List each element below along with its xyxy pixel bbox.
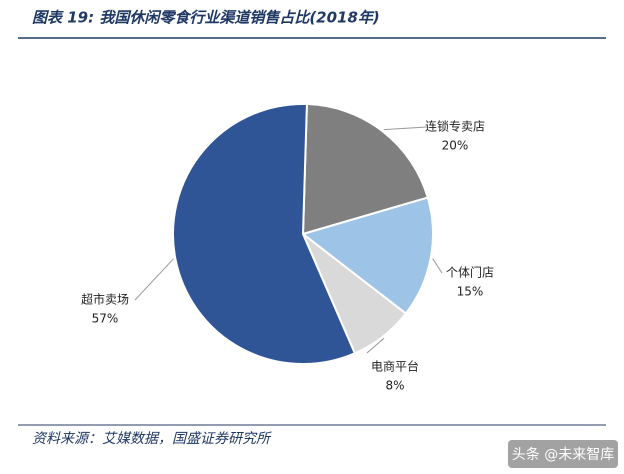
- slice-label: 超市卖场: [81, 292, 129, 307]
- pie-slice: [300, 196, 434, 315]
- leader-line: [366, 337, 385, 354]
- slice-value: 57%: [92, 312, 119, 326]
- slice-value: 8%: [385, 379, 404, 393]
- slice-label: 个体门店: [446, 265, 494, 280]
- leader-line: [432, 258, 443, 274]
- watermark-bg: [508, 440, 618, 468]
- source: 资料来源：艾媒数据，国盛证券研究所: [32, 431, 272, 447]
- slice-label: 电商平台: [371, 359, 419, 374]
- pie-slice: [301, 103, 430, 236]
- slice-value: 15%: [457, 285, 484, 299]
- pie-slice: [172, 103, 357, 365]
- leader-line: [383, 126, 428, 131]
- slice-value: 20%: [442, 139, 469, 153]
- leader-line: [134, 258, 174, 301]
- chart-title: 图表 19: 我国休闲零食行业渠道销售占比(2018年): [32, 9, 380, 27]
- watermark: 头条 @未来智库: [512, 446, 614, 463]
- slice-label: 连锁专卖店: [425, 119, 485, 134]
